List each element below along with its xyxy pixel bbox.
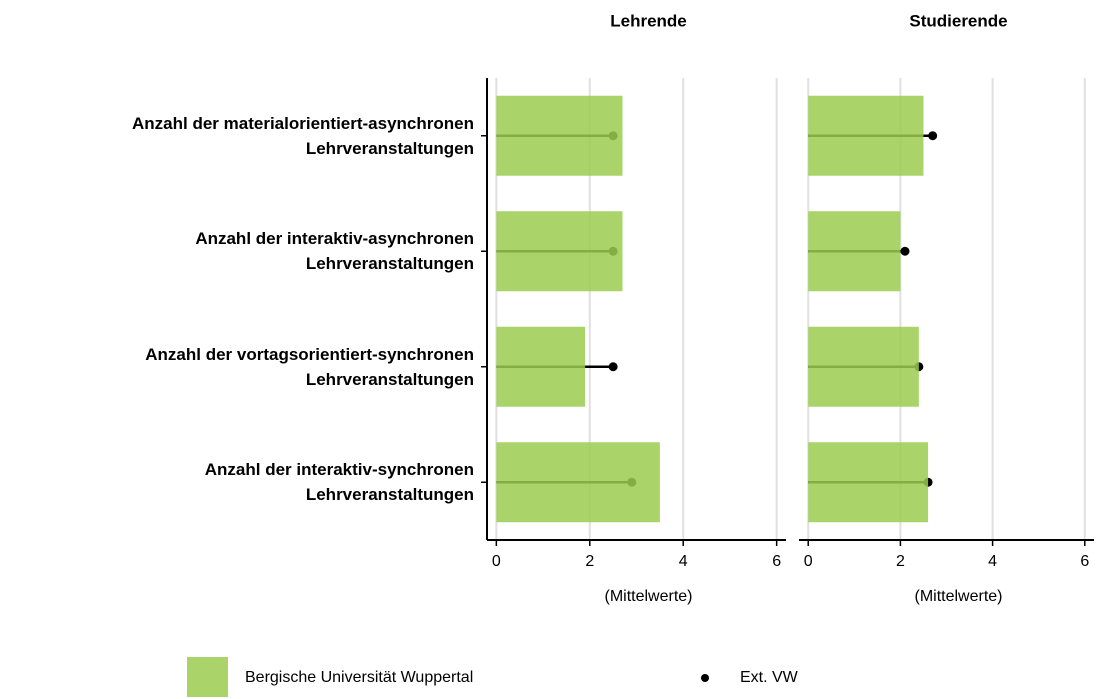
panel-title: Lehrende: [610, 11, 687, 30]
category-label: Anzahl der interaktiv-synchronen Lehrver…: [204, 460, 474, 505]
x-axis-label: (Mittelwerte): [604, 588, 692, 605]
x-tick-label: 4: [679, 553, 688, 570]
bar: [808, 326, 919, 407]
x-tick-label: 2: [585, 553, 594, 570]
bar: [496, 442, 660, 523]
category-label: Anzahl der interaktiv-asynchronen Lehrve…: [195, 229, 474, 274]
bar: [808, 211, 901, 292]
dot: [608, 362, 618, 372]
x-tick-label: 6: [772, 553, 781, 570]
dot: [900, 246, 910, 256]
bar: [496, 326, 586, 407]
legend-dot: [701, 674, 709, 682]
category-label: Anzahl der vortagsorientiert-synchronen …: [145, 344, 474, 389]
panel-title: Studierende: [909, 11, 1007, 30]
bar: [496, 211, 623, 292]
x-tick-label: 2: [896, 553, 905, 570]
bar: [496, 95, 623, 176]
x-tick-label: 6: [1080, 553, 1089, 570]
x-tick-label: 0: [492, 553, 501, 570]
legend-label: Ext. VW: [740, 669, 799, 686]
legend-label: Bergische Universität Wuppertal: [245, 669, 473, 686]
dot: [928, 131, 938, 141]
legend-swatch: [187, 657, 228, 697]
category-label: Anzahl der materialorientiert-asynchrone…: [132, 113, 474, 158]
x-axis-label: (Mittelwerte): [914, 588, 1002, 605]
x-tick-label: 0: [804, 553, 813, 570]
bar: [808, 95, 924, 176]
bar: [808, 442, 929, 523]
x-tick-label: 4: [988, 553, 997, 570]
